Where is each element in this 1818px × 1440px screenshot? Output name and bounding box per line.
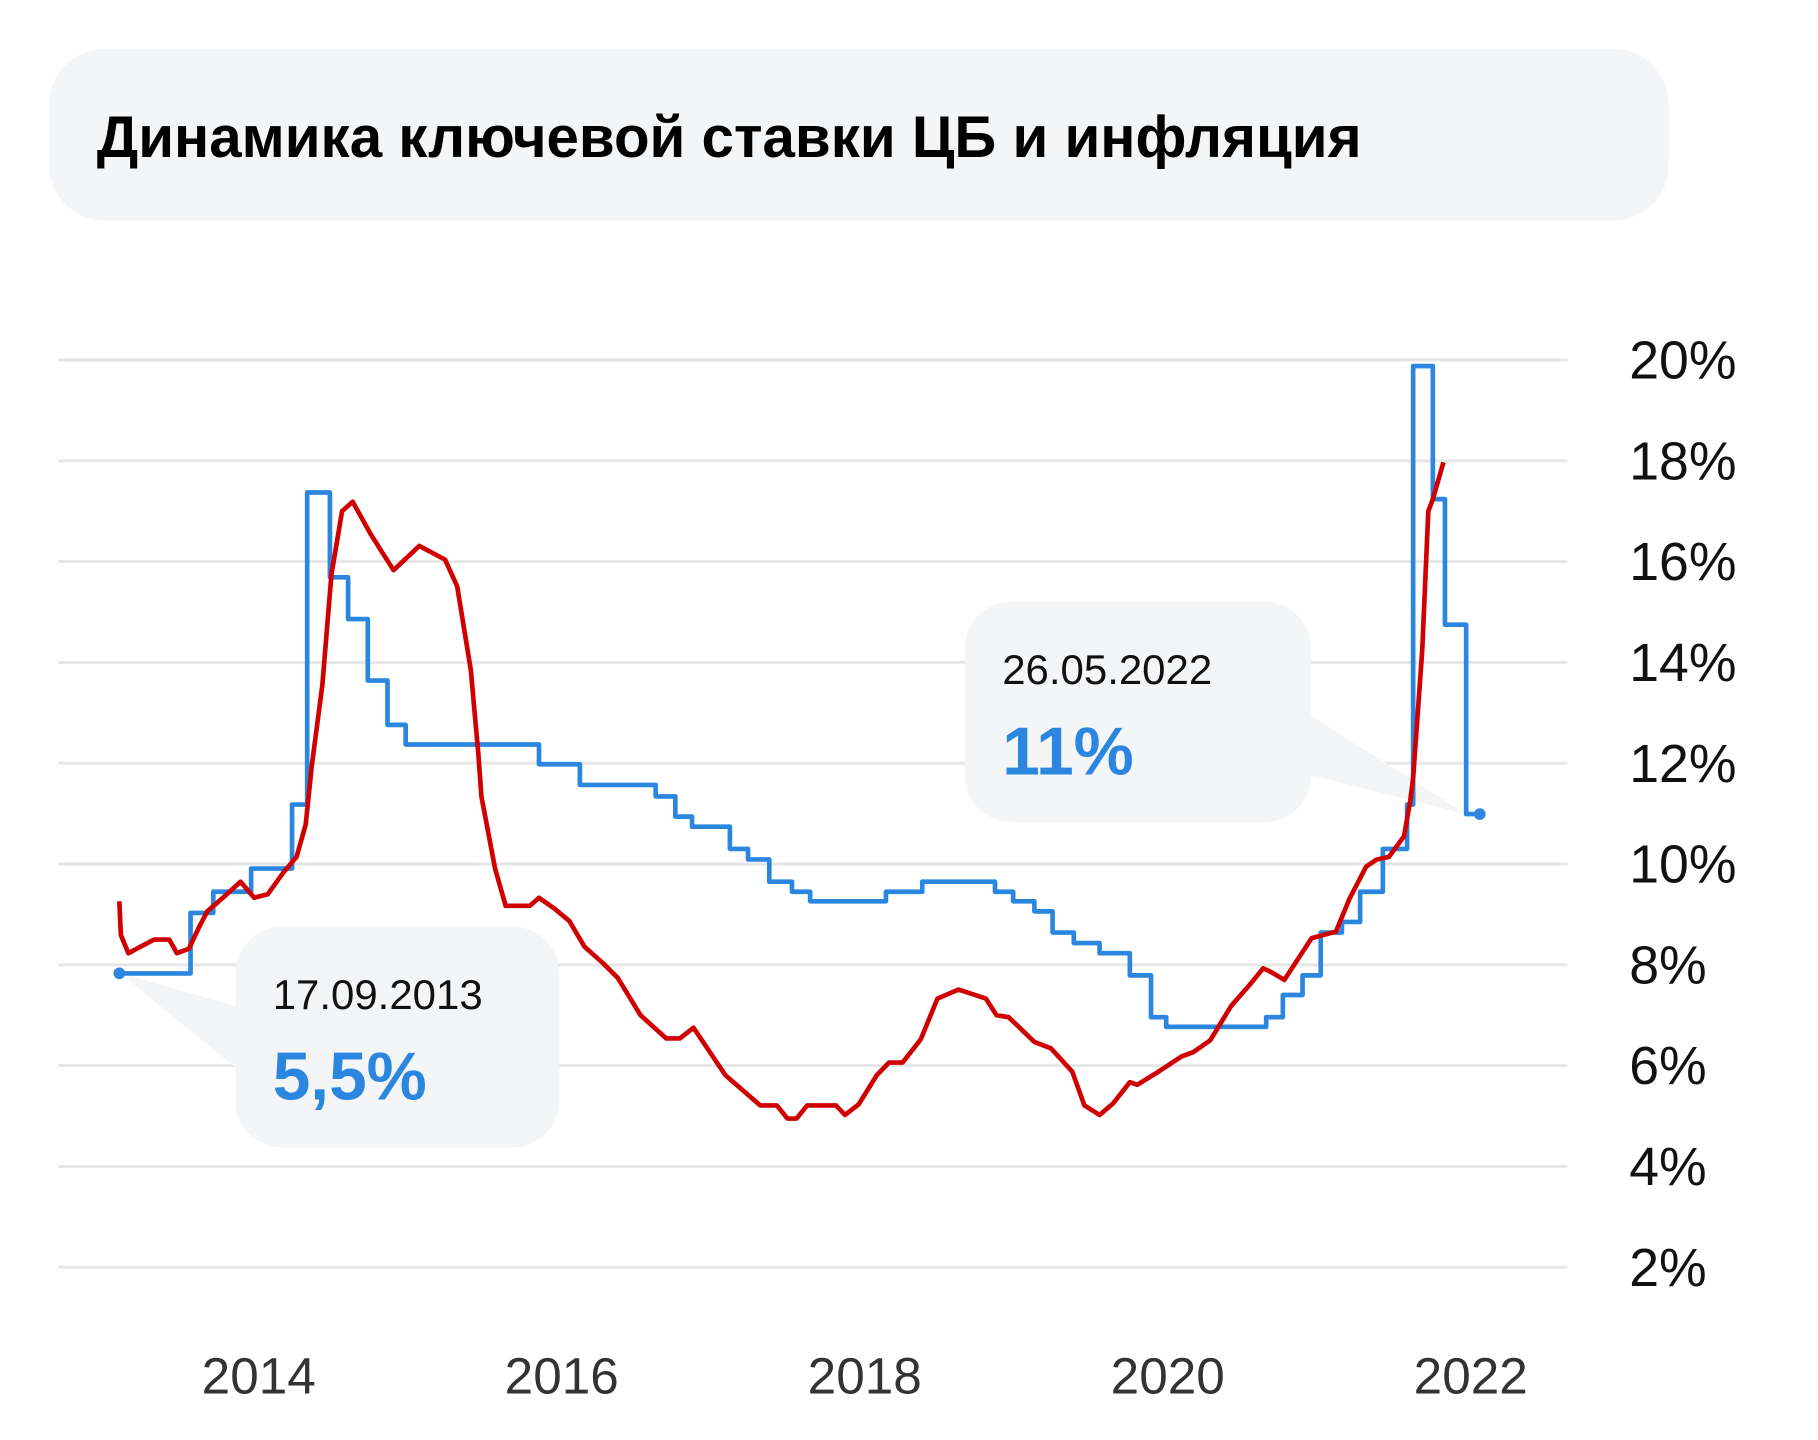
y-tick-label: 14% bbox=[1629, 634, 1736, 693]
y-tick-label: 16% bbox=[1629, 533, 1736, 592]
x-tick-label: 2020 bbox=[1111, 1348, 1225, 1405]
series-layer bbox=[113, 363, 1486, 1121]
y-tick-label: 12% bbox=[1629, 735, 1736, 794]
key-rate-start-point bbox=[113, 967, 126, 980]
x-tick-label: 2014 bbox=[202, 1348, 316, 1405]
y-tick-label: 8% bbox=[1629, 936, 1706, 995]
callout-start-date: 17.09.2013 bbox=[273, 971, 483, 1018]
callout-start-box bbox=[235, 926, 560, 1148]
y-tick-label: 20% bbox=[1629, 332, 1736, 391]
callout-start-pointer bbox=[120, 973, 251, 1080]
y-tick-label: 6% bbox=[1629, 1037, 1706, 1096]
inflation-line bbox=[117, 461, 1446, 1121]
chart-title: Динамика ключевой ставки ЦБ и инфляция bbox=[97, 105, 1362, 170]
y-tick-label: 2% bbox=[1629, 1239, 1706, 1298]
title-panel bbox=[48, 48, 1669, 221]
callout-start: 17.09.2013 5,5% bbox=[120, 926, 560, 1148]
y-tick-label: 18% bbox=[1629, 432, 1736, 491]
y-tick-label: 4% bbox=[1629, 1138, 1706, 1197]
gridlines bbox=[58, 358, 1568, 1269]
x-tick-label: 2018 bbox=[808, 1348, 922, 1405]
callout-end-pointer bbox=[1299, 708, 1467, 815]
key-rate-end-point bbox=[1473, 808, 1486, 820]
callout-end-value: 11% bbox=[1002, 715, 1134, 790]
callout-end-box bbox=[964, 601, 1312, 823]
x-axis: 2014 2016 2018 2020 2022 bbox=[202, 1348, 1528, 1405]
x-tick-label: 2016 bbox=[505, 1348, 619, 1405]
x-tick-label: 2022 bbox=[1414, 1348, 1528, 1405]
callout-start-value: 5,5% bbox=[273, 1040, 427, 1115]
y-tick-label: 10% bbox=[1629, 836, 1736, 895]
callout-end: 26.05.2022 11% bbox=[964, 601, 1467, 823]
key-rate-line bbox=[119, 363, 1480, 1030]
y-axis: 20% 18% 16% 14% 12% 10% 8% 6% 4% 2% bbox=[1629, 332, 1736, 1298]
callout-end-date: 26.05.2022 bbox=[1002, 646, 1212, 693]
